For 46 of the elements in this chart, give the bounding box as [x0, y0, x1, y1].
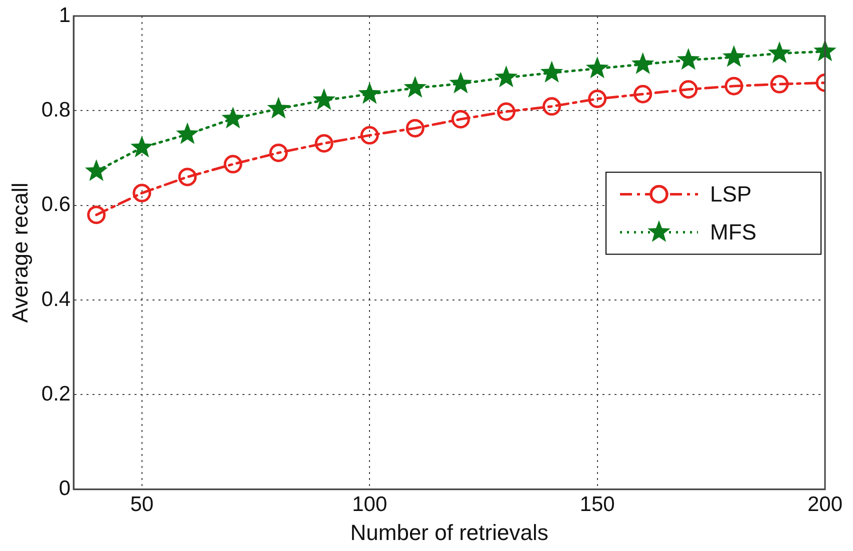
point: [222, 106, 244, 128]
point: [87, 206, 106, 224]
point: [84, 159, 108, 181]
y-tick-label: 0.2: [41, 382, 71, 406]
y-axis-title: Average recall: [7, 182, 32, 323]
point: [176, 122, 199, 144]
point: [312, 88, 336, 110]
x-tick-label: 50: [130, 492, 154, 516]
point: [631, 52, 654, 74]
y-tick-label: 1: [58, 4, 71, 27]
point: [451, 110, 470, 128]
x-tick-label: 200: [807, 492, 843, 516]
point: [770, 74, 789, 94]
y-tick-label: 0: [58, 477, 71, 500]
legend-label: LSP: [710, 181, 752, 206]
point: [360, 126, 379, 145]
point: [634, 84, 652, 104]
point: [768, 41, 791, 64]
point: [267, 96, 290, 118]
legend-label: MFS: [710, 219, 756, 244]
point: [449, 72, 472, 94]
point: [494, 66, 518, 88]
y-tick-label: 0.6: [41, 193, 71, 216]
point: [132, 184, 152, 202]
point: [358, 82, 382, 104]
point: [724, 76, 744, 96]
point: [679, 80, 698, 99]
point: [676, 48, 700, 70]
x-axis-title: Number of retrievals: [350, 520, 548, 545]
point: [586, 56, 609, 78]
point: [224, 154, 242, 174]
point: [540, 60, 564, 83]
y-tick-label: 0.8: [41, 98, 71, 122]
point: [496, 102, 516, 121]
point: [404, 76, 427, 98]
point: [314, 134, 334, 153]
point: [130, 136, 154, 158]
point: [178, 168, 197, 186]
x-tick-label: 150: [580, 492, 615, 516]
point: [269, 144, 288, 162]
point: [722, 45, 746, 67]
point: [588, 90, 607, 108]
point: [406, 118, 424, 138]
point: [542, 97, 562, 116]
x-tick-label: 100: [352, 492, 388, 516]
y-tick-label: 0.4: [41, 288, 71, 311]
